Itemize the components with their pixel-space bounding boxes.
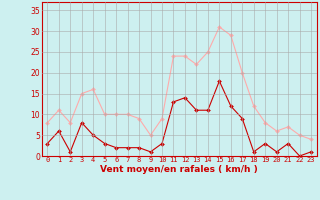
X-axis label: Vent moyen/en rafales ( km/h ): Vent moyen/en rafales ( km/h )	[100, 165, 258, 174]
